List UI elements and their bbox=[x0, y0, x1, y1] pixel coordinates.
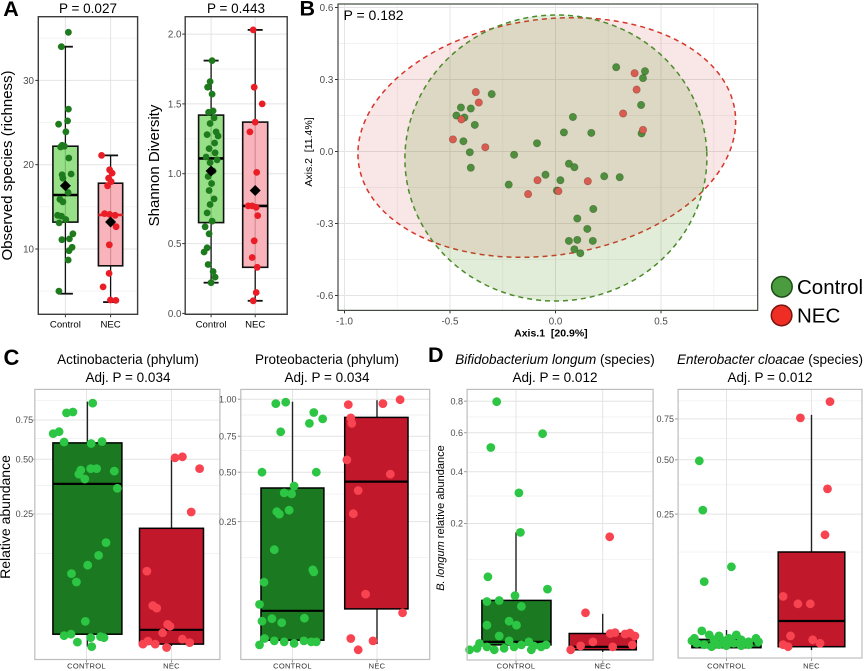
svg-text:NEC: NEC bbox=[245, 320, 265, 331]
svg-text:0.0: 0.0 bbox=[168, 309, 182, 320]
svg-text:0.75: 0.75 bbox=[16, 415, 34, 425]
svg-text:Enterobacter cloacae (species): Enterobacter cloacae (species) bbox=[677, 352, 863, 367]
svg-text:-1.0: -1.0 bbox=[336, 317, 353, 328]
svg-text:NEC: NEC bbox=[100, 320, 120, 331]
svg-text:2.0: 2.0 bbox=[168, 30, 182, 41]
svg-text:Adj. P = 0.012: Adj. P = 0.012 bbox=[513, 370, 598, 385]
svg-text:-0.5: -0.5 bbox=[442, 317, 459, 328]
svg-text:NEC: NEC bbox=[594, 662, 611, 671]
svg-text:Observed species (richness): Observed species (richness) bbox=[0, 70, 16, 260]
svg-text:Control: Control bbox=[196, 320, 227, 331]
svg-text:0.8: 0.8 bbox=[450, 396, 463, 406]
svg-text:Proteobacteria (phylum): Proteobacteria (phylum) bbox=[255, 352, 399, 367]
svg-text:Adj. P = 0.012: Adj. P = 0.012 bbox=[728, 370, 813, 385]
svg-text:C: C bbox=[4, 345, 20, 370]
svg-text:0.0: 0.0 bbox=[320, 147, 334, 158]
svg-text:Bifidobacterium longum (specie: Bifidobacterium longum (species) bbox=[455, 352, 655, 367]
svg-text:0.2: 0.2 bbox=[450, 519, 463, 529]
svg-text:CONTROL: CONTROL bbox=[67, 662, 106, 671]
svg-text:0.6: 0.6 bbox=[320, 3, 334, 14]
svg-text:NEC: NEC bbox=[163, 662, 180, 671]
svg-text:Actinobacteria (phylum): Actinobacteria (phylum) bbox=[57, 352, 199, 367]
svg-text:Adj. P = 0.034: Adj. P = 0.034 bbox=[86, 370, 171, 385]
svg-text:CONTROL: CONTROL bbox=[273, 662, 312, 671]
svg-text:0.25: 0.25 bbox=[656, 509, 674, 519]
svg-text:P = 0.027: P = 0.027 bbox=[59, 1, 117, 16]
svg-text:0.50: 0.50 bbox=[16, 455, 34, 465]
svg-text:0.6: 0.6 bbox=[450, 428, 463, 438]
svg-text:0.75: 0.75 bbox=[656, 414, 674, 424]
svg-text:0.5: 0.5 bbox=[168, 239, 182, 250]
svg-text:B: B bbox=[300, 0, 316, 21]
svg-text:-0.6: -0.6 bbox=[316, 291, 333, 302]
svg-text:P = 0.182: P = 0.182 bbox=[344, 7, 404, 23]
svg-text:NEC: NEC bbox=[797, 305, 840, 328]
svg-text:0.50: 0.50 bbox=[219, 467, 237, 477]
svg-text:Relative abundance: Relative abundance bbox=[0, 455, 13, 579]
svg-text:1.00: 1.00 bbox=[219, 394, 237, 404]
svg-text:0.4: 0.4 bbox=[450, 467, 463, 477]
svg-text:1.5: 1.5 bbox=[168, 99, 182, 110]
svg-text:CONTROL: CONTROL bbox=[497, 662, 536, 671]
svg-text:Shannon Diversity: Shannon Diversity bbox=[146, 104, 163, 226]
svg-text:A: A bbox=[3, 0, 19, 21]
svg-text:Adj. P = 0.034: Adj. P = 0.034 bbox=[285, 370, 370, 385]
svg-text:0.75: 0.75 bbox=[219, 431, 237, 441]
svg-text:NEC: NEC bbox=[369, 662, 386, 671]
svg-text:-0.3: -0.3 bbox=[316, 219, 333, 230]
svg-text:0.0: 0.0 bbox=[549, 317, 563, 328]
svg-text:30: 30 bbox=[23, 76, 34, 87]
svg-text:0.25: 0.25 bbox=[219, 517, 237, 527]
svg-text:P = 0.443: P = 0.443 bbox=[207, 1, 265, 16]
svg-text:Axis.2 [11.4%]: Axis.2 [11.4%] bbox=[303, 117, 315, 186]
svg-text:CONTROL: CONTROL bbox=[707, 662, 746, 671]
svg-text:0.3: 0.3 bbox=[320, 75, 334, 86]
svg-text:0.5: 0.5 bbox=[654, 317, 668, 328]
svg-text:NEC: NEC bbox=[803, 662, 820, 671]
svg-text:10: 10 bbox=[23, 244, 34, 255]
svg-text:0.50: 0.50 bbox=[656, 455, 674, 465]
svg-text:0.25: 0.25 bbox=[16, 509, 34, 519]
svg-text:Control: Control bbox=[50, 320, 81, 331]
svg-text:1.0: 1.0 bbox=[168, 169, 182, 180]
svg-text:B. longum relative abundance: B. longum relative abundance bbox=[435, 445, 447, 591]
svg-text:D: D bbox=[428, 343, 444, 367]
svg-text:Axis.1 [20.9%]: Axis.1 [20.9%] bbox=[514, 328, 588, 340]
svg-text:20: 20 bbox=[23, 160, 34, 171]
svg-text:Control: Control bbox=[797, 276, 863, 299]
